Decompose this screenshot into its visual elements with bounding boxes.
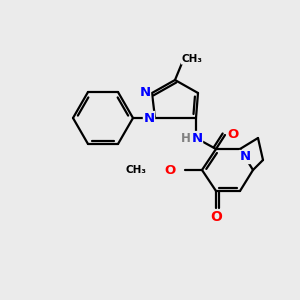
- Text: N: N: [239, 151, 250, 164]
- Text: O: O: [227, 128, 239, 142]
- Text: N: N: [143, 112, 155, 124]
- Text: CH₃: CH₃: [126, 165, 147, 175]
- Text: N: N: [140, 86, 151, 100]
- Text: N: N: [191, 131, 203, 145]
- Text: O: O: [210, 210, 222, 224]
- Text: CH₃: CH₃: [182, 54, 203, 64]
- Text: O: O: [164, 164, 175, 176]
- Text: H: H: [181, 131, 191, 145]
